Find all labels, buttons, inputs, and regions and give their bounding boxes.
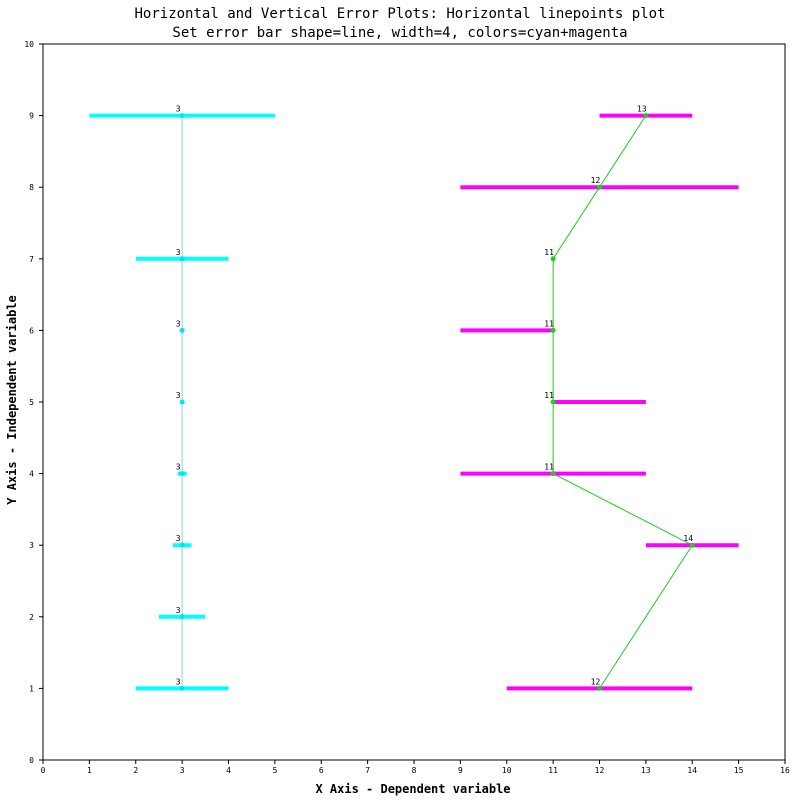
y-tick-label: 2 xyxy=(29,613,34,622)
data-point xyxy=(550,327,556,333)
x-tick-label: 13 xyxy=(641,766,651,775)
data-point xyxy=(179,256,185,262)
chart-subtitle: Set error bar shape=line, width=4, color… xyxy=(172,25,627,41)
y-axis-label: Y Axis - Independent variable xyxy=(5,295,19,505)
x-tick-label: 6 xyxy=(319,766,324,775)
data-point xyxy=(597,685,602,691)
data-point xyxy=(689,542,695,548)
data-label: 3 xyxy=(176,248,181,257)
x-tick-label: 0 xyxy=(41,766,46,775)
x-tick-label: 1 xyxy=(87,766,92,775)
data-point xyxy=(550,256,556,262)
x-tick-label: 10 xyxy=(502,766,512,775)
data-label: 11 xyxy=(544,319,554,328)
data-label: 3 xyxy=(176,534,181,543)
data-label: 11 xyxy=(544,463,554,472)
data-point xyxy=(179,614,185,620)
data-label: 12 xyxy=(591,176,601,185)
y-tick-label: 0 xyxy=(29,756,34,765)
data-label: 11 xyxy=(544,391,554,400)
data-point xyxy=(550,399,556,405)
data-label: 3 xyxy=(176,463,181,472)
series-1: 3 3 3 3 3 3 3 3 xyxy=(89,105,275,691)
x-tick-label: 5 xyxy=(272,766,277,775)
series-2: 12 14 11 11 11 11 12 13 xyxy=(460,105,739,691)
x-tick-label: 11 xyxy=(548,766,558,775)
data-label: 3 xyxy=(176,391,181,400)
x-axis-ticks: 0 1 2 3 4 5 6 7 8 9 10 11 12 13 14 15 16 xyxy=(41,760,790,775)
data-label: 13 xyxy=(637,105,647,114)
data-point xyxy=(179,542,185,548)
y-tick-label: 1 xyxy=(29,684,34,693)
data-point xyxy=(643,113,649,119)
data-point xyxy=(179,327,185,333)
data-point xyxy=(179,685,185,691)
y-tick-label: 7 xyxy=(29,255,34,264)
data-label: 11 xyxy=(544,248,554,257)
y-axis-ticks: 0 1 2 3 4 5 6 7 8 9 10 xyxy=(24,40,43,765)
data-point xyxy=(179,399,185,405)
data-point xyxy=(179,113,185,119)
x-tick-label: 3 xyxy=(180,766,185,775)
data-label: 3 xyxy=(176,319,181,328)
x-tick-label: 9 xyxy=(458,766,463,775)
x-tick-label: 7 xyxy=(365,766,370,775)
x-tick-label: 15 xyxy=(734,766,744,775)
plot-frame xyxy=(42,43,786,761)
data-label: 14 xyxy=(683,534,693,543)
data-label: 3 xyxy=(176,606,181,615)
y-tick-label: 4 xyxy=(29,470,34,479)
data-label: 3 xyxy=(176,105,181,114)
y-tick-label: 8 xyxy=(29,183,34,192)
data-point xyxy=(597,184,602,190)
y-tick-label: 3 xyxy=(29,541,34,550)
x-tick-label: 8 xyxy=(412,766,417,775)
series-layer: 3 3 3 3 3 3 3 3 12 14 11 11 11 11 12 13 xyxy=(89,105,739,691)
chart-title: Horizontal and Vertical Error Plots: Hor… xyxy=(134,6,665,22)
data-point xyxy=(179,471,185,477)
y-tick-label: 9 xyxy=(29,112,34,121)
y-tick-label: 10 xyxy=(24,40,34,49)
y-tick-label: 5 xyxy=(29,398,34,407)
x-tick-label: 16 xyxy=(780,766,790,775)
x-tick-label: 4 xyxy=(226,766,231,775)
x-tick-label: 2 xyxy=(133,766,138,775)
data-point xyxy=(550,471,556,477)
x-tick-label: 14 xyxy=(687,766,697,775)
data-label: 3 xyxy=(176,677,181,686)
data-label: 12 xyxy=(591,677,601,686)
series-line xyxy=(552,115,693,689)
x-axis-label: X Axis - Dependent variable xyxy=(315,782,510,796)
x-tick-label: 12 xyxy=(595,766,605,775)
y-tick-label: 6 xyxy=(29,326,34,335)
